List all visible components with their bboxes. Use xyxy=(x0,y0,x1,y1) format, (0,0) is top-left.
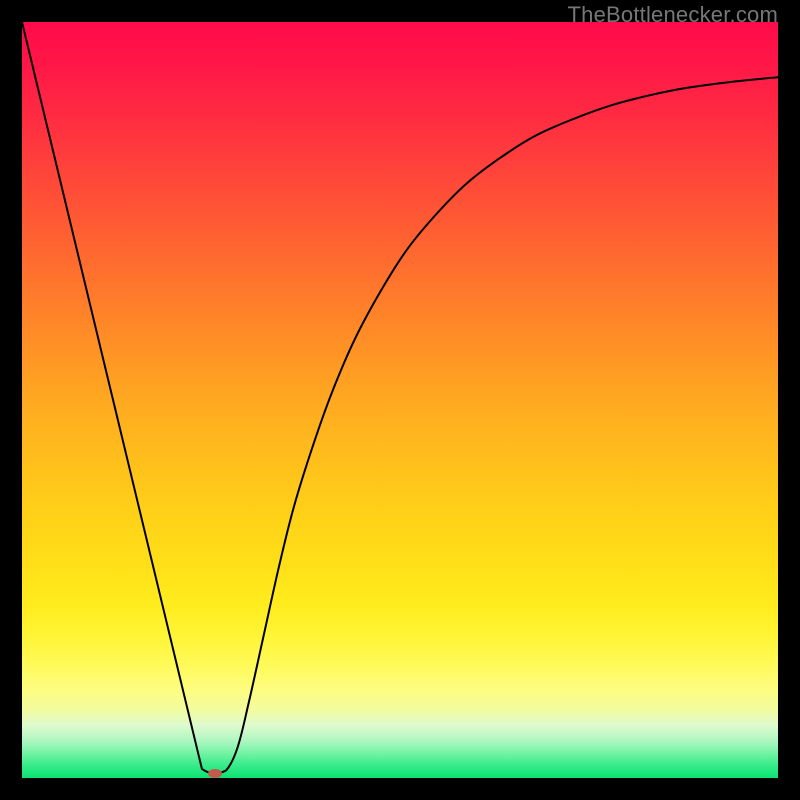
chart-frame: TheBottlenecker.com xyxy=(0,0,800,800)
chart-svg xyxy=(22,22,778,778)
gradient-background xyxy=(22,22,778,778)
plot-area xyxy=(22,22,778,778)
minimum-marker xyxy=(208,769,222,779)
